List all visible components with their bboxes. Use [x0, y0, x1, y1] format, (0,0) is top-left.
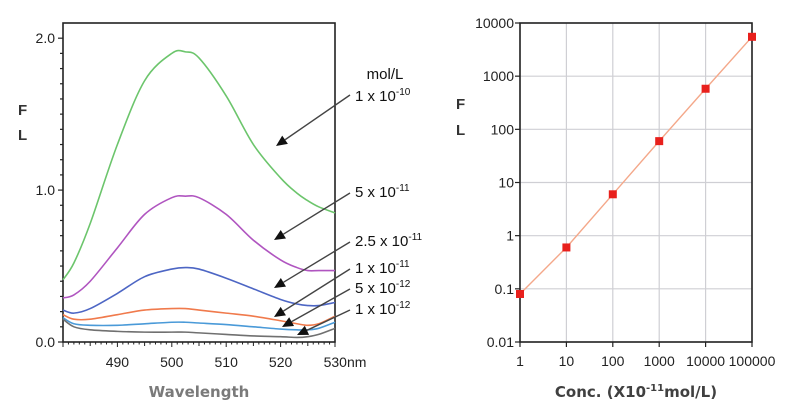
series-annotation-label: 5 x 10-11: [355, 183, 410, 201]
spectrum-curve: [62, 266, 336, 314]
calibration-point: [701, 84, 710, 93]
spectrum-x-tick-label: 490: [106, 354, 130, 370]
spectrum-y-ticks: 0.0 1.0 2.0: [36, 30, 63, 350]
spectrum-chart: 0.0 1.0 2.0 490 500 510 520 530nm 1 x 10-10 5 x…: [18, 22, 423, 401]
annotation-arrow-head: [282, 317, 295, 327]
spectrum-curves: [62, 49, 336, 339]
calibration-x-ticks: 1 10 100 1000 10000 100000: [516, 342, 776, 369]
spectrum-curve: [62, 318, 336, 339]
calibration-y-tick-label: 100: [491, 121, 515, 137]
calibration-point: [516, 289, 524, 298]
calibration-line: [519, 36, 753, 295]
spectrum-ylabel-f: F: [18, 102, 27, 119]
annotation-arrow-line: [284, 94, 351, 141]
spectrum-y-tick-label: 0.0: [36, 334, 56, 350]
series-annotation-label: 1 x 10-10: [355, 87, 411, 105]
calibration-series: [516, 32, 756, 298]
calibration-y-tick-label: 0.01: [487, 334, 514, 350]
spectrum-x-ticks: 490 500 510 520 530nm: [62, 342, 367, 370]
calibration-point: [562, 243, 571, 252]
calibration-y-tick-label: 10: [498, 175, 514, 191]
annotation-arrow-head: [274, 306, 286, 317]
calibration-x-tick-label: 100000: [729, 353, 776, 369]
calibration-y-tick-label: 1000: [483, 68, 514, 84]
spectrum-xlabel: Wavelength: [149, 383, 250, 401]
spectrum-y-tick-label: 1.0: [36, 182, 56, 198]
series-annotation-label: 2.5 x 10-11: [355, 232, 423, 250]
annotation-arrow-head: [274, 278, 286, 288]
calibration-x-tick-label: 100: [601, 353, 625, 369]
calibration-point: [655, 137, 664, 146]
spectrum-curve: [62, 194, 335, 299]
calibration-x-tick-label: 10000: [686, 353, 725, 369]
calibration-y-tick-label: 1: [506, 228, 514, 244]
calibration-point: [748, 32, 756, 41]
annotation-arrow-line: [291, 288, 351, 323]
calibration-grid: [519, 22, 753, 343]
calibration-y-ticks: 0.01 0.1 1 10 100 1000 10000: [475, 15, 520, 350]
calibration-x-tick-label: 1000: [644, 353, 675, 369]
calibration-point: [608, 190, 617, 199]
annotation-arrow-line: [283, 241, 351, 283]
spectrum-annotations: 1 x 10-10 5 x 10-11 2.5 x 10-11 1 x 10-11 5 …: [274, 87, 423, 335]
calibration-y-tick-label: 10000: [475, 15, 514, 31]
calibration-xlabel: Conc. (X10-11mol/L): [555, 383, 717, 401]
calibration-x-tick-label: 10: [559, 353, 575, 369]
annotation-arrow-head: [274, 229, 286, 240]
spectrum-x-tick-label: 520: [269, 354, 293, 370]
annotation-arrow-head: [276, 135, 288, 146]
spectrum-ylabel-l: L: [18, 127, 27, 144]
calibration-ylabel-l: L: [456, 122, 465, 139]
annotation-arrow-line: [282, 192, 351, 235]
spectrum-x-tick-label: 500: [160, 354, 184, 370]
series-annotation-label: 1 x 10-11: [355, 259, 410, 277]
annotation-arrow-head: [297, 325, 310, 335]
spectrum-curve: [62, 307, 336, 327]
spectrum-x-tick-label: 510: [215, 354, 239, 370]
annotation-arrow-line: [306, 309, 351, 331]
series-annotation-label: 1 x 10-12: [355, 300, 411, 318]
series-annotation-label: 5 x 10-12: [355, 279, 411, 297]
calibration-ylabel-f: F: [456, 96, 465, 113]
spectrum-curve: [62, 49, 336, 281]
calibration-x-tick-label: 1: [516, 353, 524, 369]
calibration-y-tick-label: 0.1: [495, 281, 515, 297]
spectrum-y-tick-label: 2.0: [36, 30, 56, 46]
legend-header: mol/L: [367, 66, 404, 83]
annotation-arrow-line: [282, 268, 351, 312]
spectrum-x-tick-label: 530nm: [324, 354, 367, 370]
